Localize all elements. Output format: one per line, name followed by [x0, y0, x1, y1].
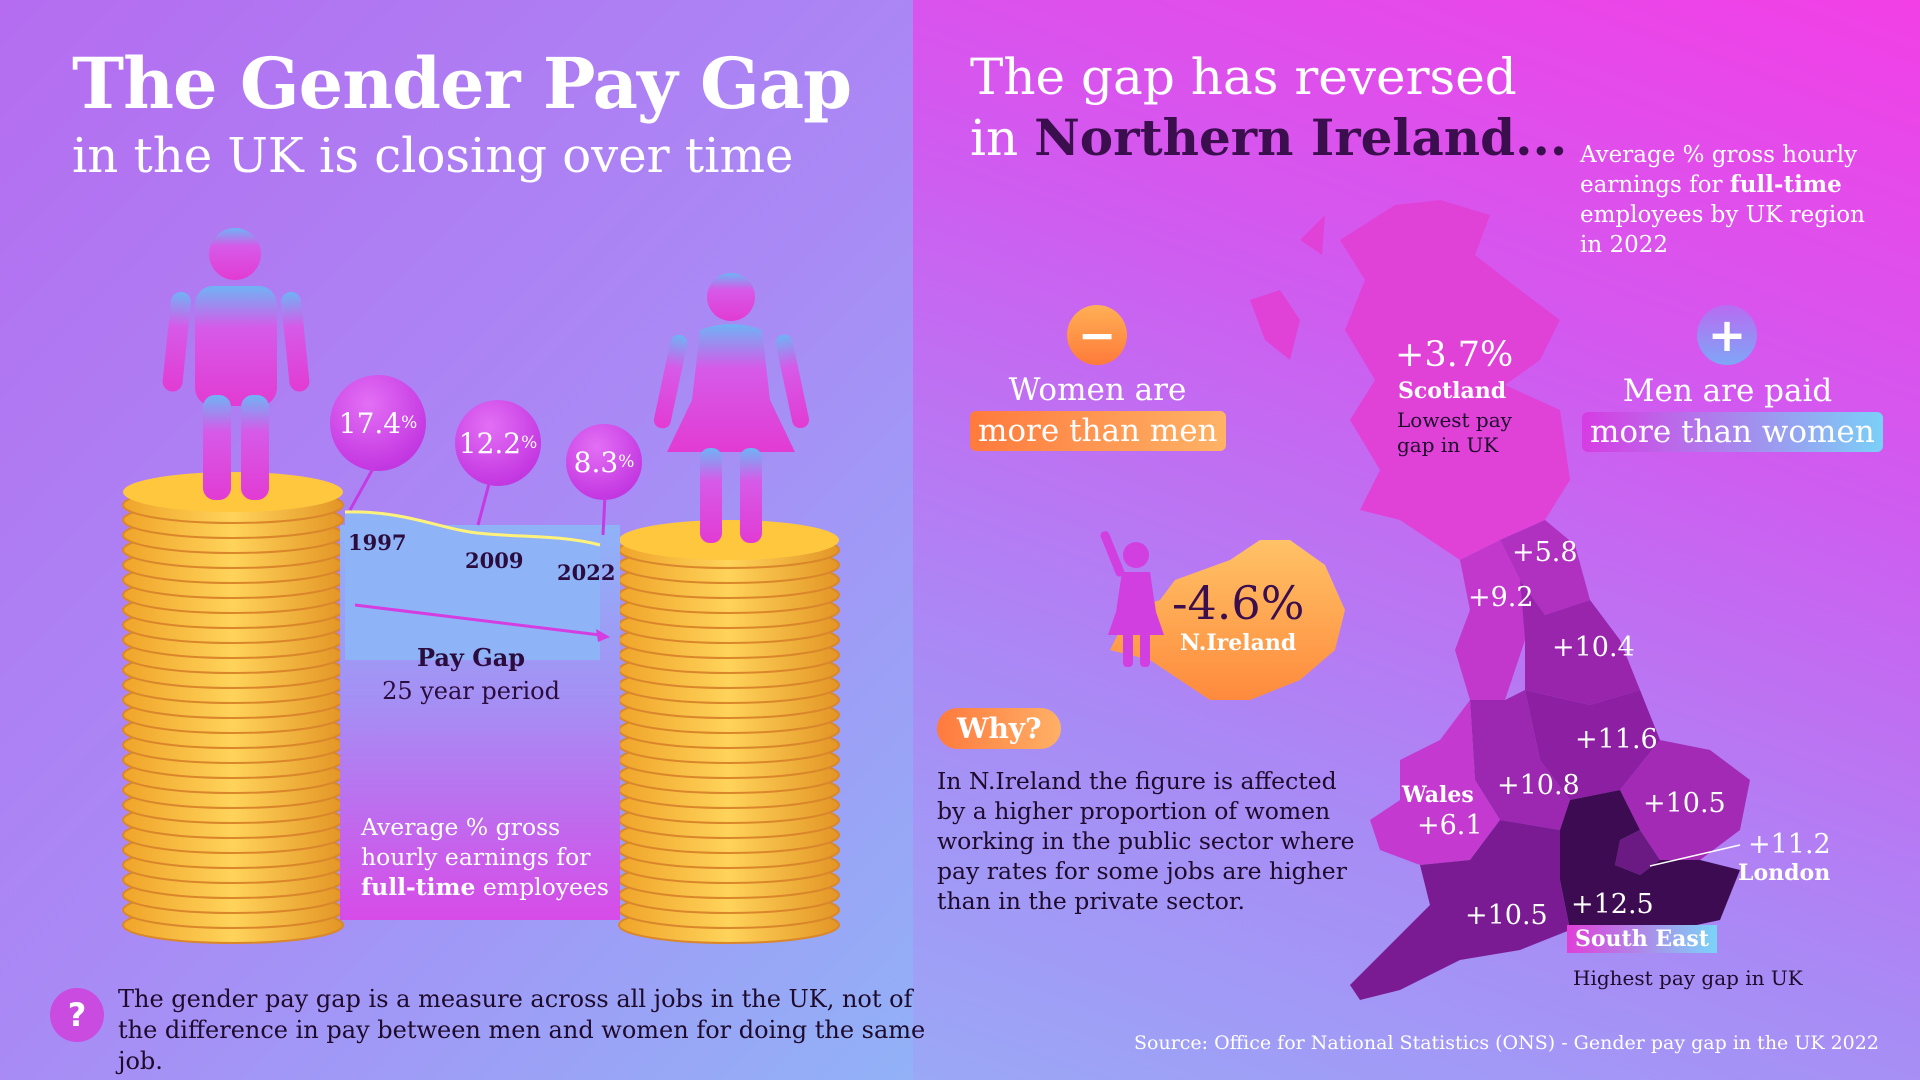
- timeline-1997: 17.4%: [330, 375, 426, 471]
- map-legend-note: Average % gross hourly earnings for full…: [1580, 140, 1880, 260]
- bubble-tail-2022: [601, 495, 607, 536]
- london-name: London: [1738, 860, 1831, 886]
- source-citation: Source: Office for National Statistics (…: [1134, 1032, 1879, 1054]
- region-south-west: [1350, 820, 1570, 1000]
- pay-gap-label: Pay Gap: [416, 643, 526, 672]
- chart-note-post: employees: [475, 873, 609, 901]
- east-midlands-value: +11.6: [1575, 724, 1658, 755]
- region-east-midlands: [1525, 690, 1660, 800]
- men-paid-pill: more than women: [1582, 412, 1883, 452]
- pay-gap-trend: [344, 510, 610, 660]
- region-north-west: [1455, 540, 1525, 700]
- footnote: The gender pay gap is a measure across a…: [118, 985, 926, 1075]
- london-value: +11.2: [1748, 829, 1831, 860]
- ni-name: N.Ireland: [1180, 630, 1297, 656]
- scotland-name: Scotland: [1398, 378, 1507, 404]
- woman-raised-fist-icon: [1100, 531, 1164, 667]
- year-2022: 2022: [557, 560, 616, 585]
- region-east: [1620, 740, 1750, 860]
- legend-note-post: employees by UK region in 2022: [1580, 202, 1865, 258]
- page-subtitle: in the UK is closing over time: [72, 128, 794, 184]
- legend-note-pre: Average % gross hourly earnings for: [1580, 142, 1858, 198]
- region-wales: [1370, 700, 1500, 865]
- coin-top: [619, 520, 839, 560]
- value-2009: 12.2: [458, 426, 522, 460]
- north-east-value: +5.8: [1512, 537, 1578, 568]
- region-north-east: [1500, 520, 1590, 615]
- right-title-bold: Northern Ireland...: [1034, 108, 1568, 167]
- north-west-value: +9.2: [1468, 582, 1534, 613]
- south-east-value: +12.5: [1571, 889, 1654, 920]
- scotland-note: Lowest pay gap in UK: [1397, 408, 1512, 457]
- bubble-tail-2009: [476, 480, 492, 526]
- timeline-2022: 8.3%: [566, 424, 642, 500]
- chart-note-pre: Average % gross hourly earnings for: [361, 813, 591, 871]
- london-pointer: [1649, 844, 1741, 867]
- coin-stack-women: [618, 520, 840, 944]
- bubble-tail-1997: [348, 465, 377, 511]
- value-2022: 8.3: [573, 445, 619, 479]
- value-1997: 17.4: [338, 406, 402, 440]
- west-midlands-value: +10.8: [1497, 770, 1580, 801]
- region-northern-ireland: [1110, 540, 1345, 700]
- south-east-note: Highest pay gap in UK: [1573, 966, 1803, 990]
- page-title: The Gender Pay Gap: [72, 42, 852, 125]
- minus-icon: −: [1067, 305, 1127, 365]
- region-scotland-islands-north: [1300, 215, 1325, 255]
- pay-gap-illustration: [122, 228, 840, 944]
- legend-note-bold: full-time: [1729, 171, 1842, 198]
- region-west-midlands: [1470, 690, 1570, 830]
- why-explanation: In N.Ireland the figure is affected by a…: [937, 767, 1355, 915]
- coin-stack-men: [122, 472, 344, 944]
- uk-region-map: [1100, 200, 1750, 1000]
- woman-figure-icon: [653, 273, 810, 543]
- chart-note-bold: full-time: [361, 873, 476, 901]
- right-panel-background: [913, 0, 1920, 1080]
- unit-1997: %: [401, 413, 418, 433]
- year-1997: 1997: [348, 530, 407, 555]
- wales-value: +6.1: [1417, 810, 1483, 841]
- trend-arrow: [354, 603, 601, 637]
- women-paid-pill: more than men: [970, 411, 1226, 451]
- unit-2022: %: [618, 452, 635, 472]
- right-title-prefix: in: [970, 109, 1035, 167]
- why-badge: Why?: [937, 708, 1062, 749]
- year-2009: 2009: [465, 548, 524, 573]
- men-paid-label: Men are paid: [1622, 373, 1833, 409]
- region-scotland-islands: [1250, 290, 1300, 360]
- wales-name: Wales: [1402, 782, 1474, 808]
- south-east-name: South East: [1567, 925, 1717, 953]
- man-figure-icon: [162, 228, 310, 500]
- yorkshire-value: +10.4: [1552, 632, 1635, 663]
- region-yorkshire: [1520, 580, 1640, 705]
- scotland-value: +3.7%: [1395, 335, 1514, 375]
- east-value: +10.5: [1643, 788, 1726, 819]
- unit-2009: %: [521, 433, 538, 453]
- right-title-line2: in Northern Ireland...: [970, 108, 1567, 167]
- ni-value: -4.6%: [1172, 576, 1305, 630]
- region-london: [1615, 830, 1660, 875]
- plus-icon: +: [1697, 305, 1757, 365]
- period-label: 25 year period: [382, 677, 560, 705]
- region-south-east: [1560, 790, 1740, 935]
- right-title-line1: The gap has reversed: [970, 48, 1517, 106]
- coin-top: [123, 472, 343, 512]
- south-west-value: +10.5: [1465, 900, 1548, 931]
- question-icon: ?: [50, 988, 104, 1042]
- region-scotland: [1340, 200, 1570, 560]
- chart-note: Average % gross hourly earnings for full…: [361, 812, 616, 902]
- timeline-2009: 12.2%: [455, 400, 541, 486]
